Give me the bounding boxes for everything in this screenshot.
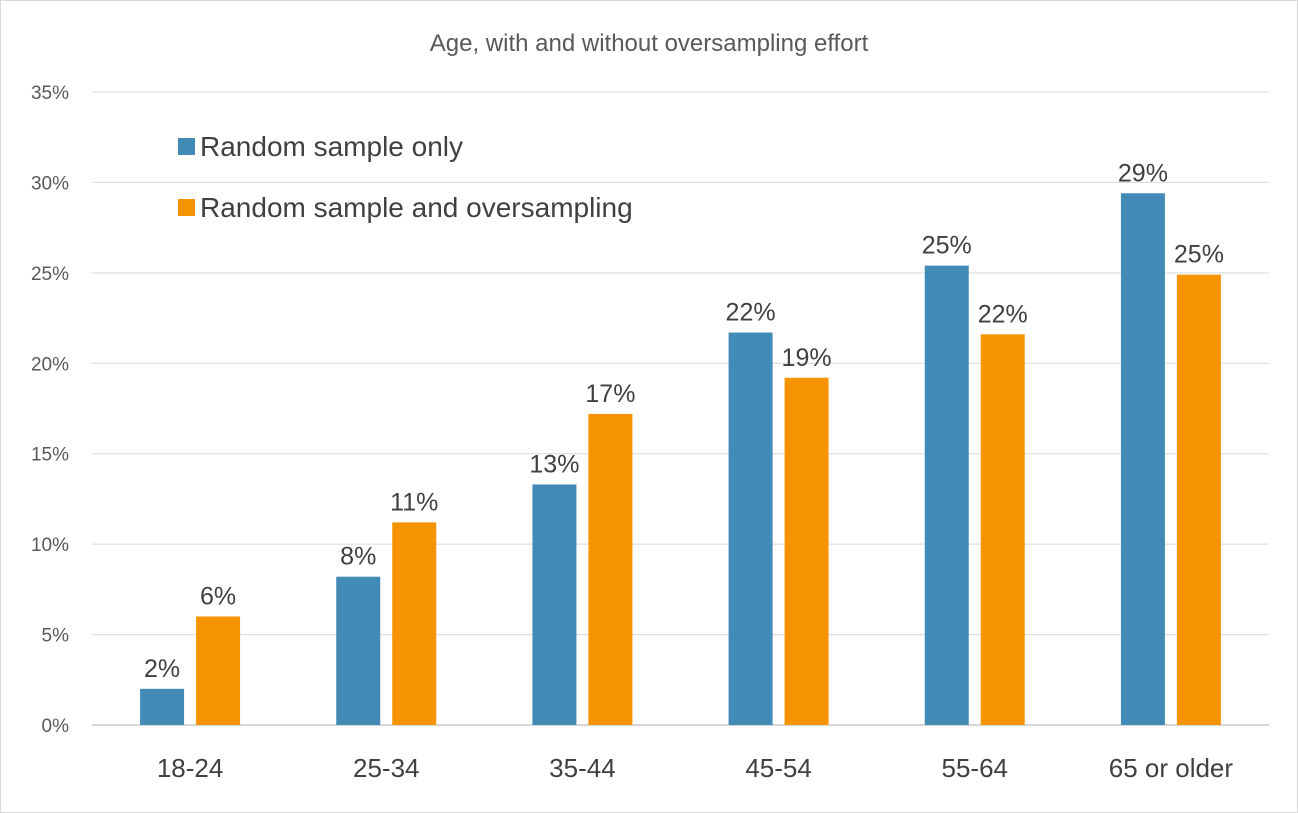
- data-label: 25%: [922, 232, 972, 260]
- y-tick-label: 25%: [31, 264, 69, 285]
- x-tick-label: 25-34: [353, 753, 420, 783]
- bar-random-sample-and-oversampling: [1176, 274, 1221, 725]
- y-tick-label: 30%: [31, 173, 69, 194]
- x-tick-label: 55-64: [942, 753, 1009, 783]
- data-label: 13%: [529, 450, 579, 478]
- bars: [140, 193, 1221, 725]
- x-axis-tick-labels: 18-24 25-34 35-44 45-54 55-64 65 or older: [157, 753, 1234, 783]
- legend: Random sample only Random sample and over…: [178, 131, 633, 223]
- y-tick-label: 35%: [31, 83, 69, 104]
- y-tick-label: 5%: [42, 626, 70, 647]
- data-labels: 2%6%8%11%13%17%22%19%25%22%29%25%: [144, 159, 1224, 683]
- y-tick-label: 15%: [31, 445, 69, 466]
- bar-random-sample-only: [924, 265, 969, 725]
- x-tick-label: 18-24: [157, 753, 224, 783]
- bar-random-sample-only: [532, 484, 577, 725]
- bar-random-sample-only: [140, 688, 185, 725]
- data-label: 25%: [1174, 241, 1224, 269]
- y-axis-tick-labels: 0% 5% 10% 15% 20% 25% 30% 35%: [31, 83, 69, 737]
- legend-swatch: [178, 199, 195, 216]
- data-label: 6%: [200, 582, 236, 610]
- legend-label: Random sample only: [200, 131, 463, 162]
- x-tick-label: 65 or older: [1109, 753, 1234, 783]
- y-tick-label: 20%: [31, 354, 69, 375]
- y-tick-label: 10%: [31, 535, 69, 556]
- data-label: 17%: [585, 380, 635, 408]
- legend-label: Random sample and oversampling: [200, 192, 633, 223]
- bar-random-sample-and-oversampling: [784, 377, 829, 725]
- bar-random-sample-only: [1120, 193, 1165, 725]
- data-label: 11%: [390, 488, 438, 516]
- bar-random-sample-and-oversampling: [392, 522, 437, 725]
- gridlines: [92, 91, 1269, 726]
- bar-random-sample-only: [336, 576, 381, 725]
- x-tick-label: 35-44: [549, 753, 616, 783]
- x-tick-label: 45-54: [745, 753, 812, 783]
- y-tick-label: 0%: [42, 716, 70, 737]
- bar-random-sample-and-oversampling: [980, 334, 1025, 725]
- data-label: 19%: [782, 344, 832, 372]
- legend-swatch: [178, 138, 195, 155]
- data-label: 22%: [978, 300, 1028, 328]
- bar-random-sample-and-oversampling: [588, 413, 633, 725]
- bar-random-sample-and-oversampling: [196, 616, 241, 725]
- bar-random-sample-only: [728, 332, 773, 725]
- chart-title: Age, with and without oversampling effor…: [430, 30, 869, 57]
- data-label: 29%: [1118, 159, 1168, 187]
- data-label: 22%: [726, 299, 776, 327]
- data-label: 8%: [340, 543, 376, 571]
- data-label: 2%: [144, 655, 180, 683]
